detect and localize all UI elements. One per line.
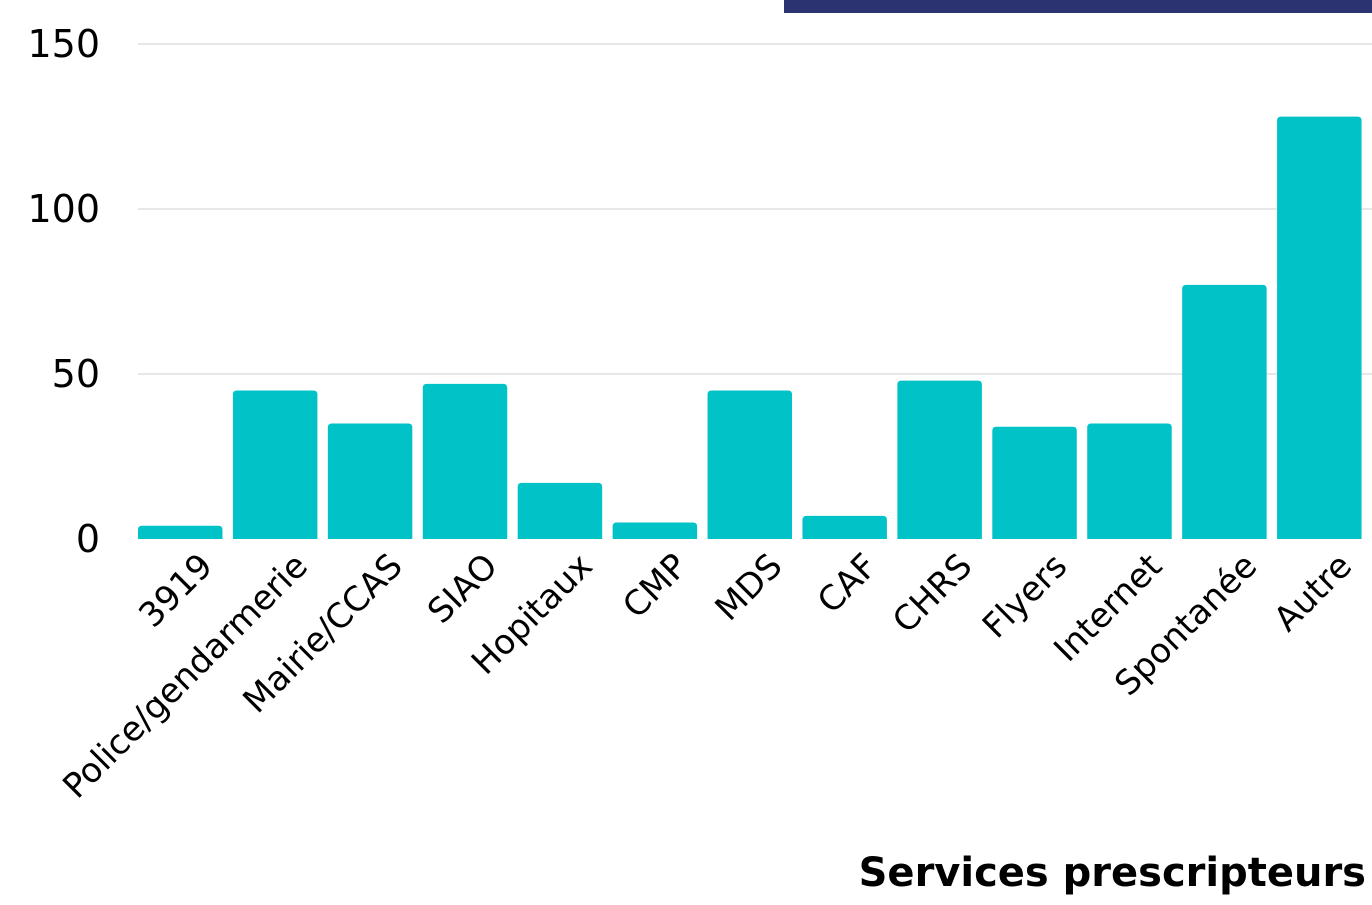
bar-siao — [422, 383, 508, 539]
x-tick-label: 3919 — [131, 546, 220, 635]
y-axis-ticks: 0 50 100 150 — [27, 22, 100, 561]
x-tick-label: CHRS — [885, 546, 980, 641]
bar-3919 — [138, 525, 223, 539]
bar-cmp — [612, 522, 698, 539]
x-tick-label: Autre — [1266, 546, 1360, 640]
x-tick-label: CAF — [810, 546, 885, 621]
y-tick-label: 150 — [27, 22, 100, 66]
bar-caf — [802, 515, 887, 539]
bar-mds — [707, 390, 793, 539]
x-tick-label: SIAO — [420, 546, 506, 632]
header-band — [784, 0, 1372, 13]
x-tick-label: CMP — [615, 546, 695, 626]
bar-flyers — [992, 426, 1077, 539]
bar-spontan-e — [1182, 284, 1267, 539]
bar-hopitaux — [517, 482, 603, 539]
bar-police-gendarmerie — [232, 390, 318, 539]
y-tick-label: 50 — [52, 352, 100, 396]
x-tick-label: MDS — [708, 546, 791, 629]
bar-autre — [1277, 116, 1362, 539]
x-axis-title: Services prescripteurs — [859, 850, 1366, 896]
gridlines — [138, 43, 1372, 375]
bar-chrs — [897, 380, 982, 539]
bar-mairie-ccas — [327, 423, 413, 539]
y-tick-label: 100 — [27, 187, 100, 231]
y-tick-label: 0 — [76, 517, 100, 561]
bars — [138, 116, 1362, 539]
bar-internet — [1087, 423, 1172, 539]
